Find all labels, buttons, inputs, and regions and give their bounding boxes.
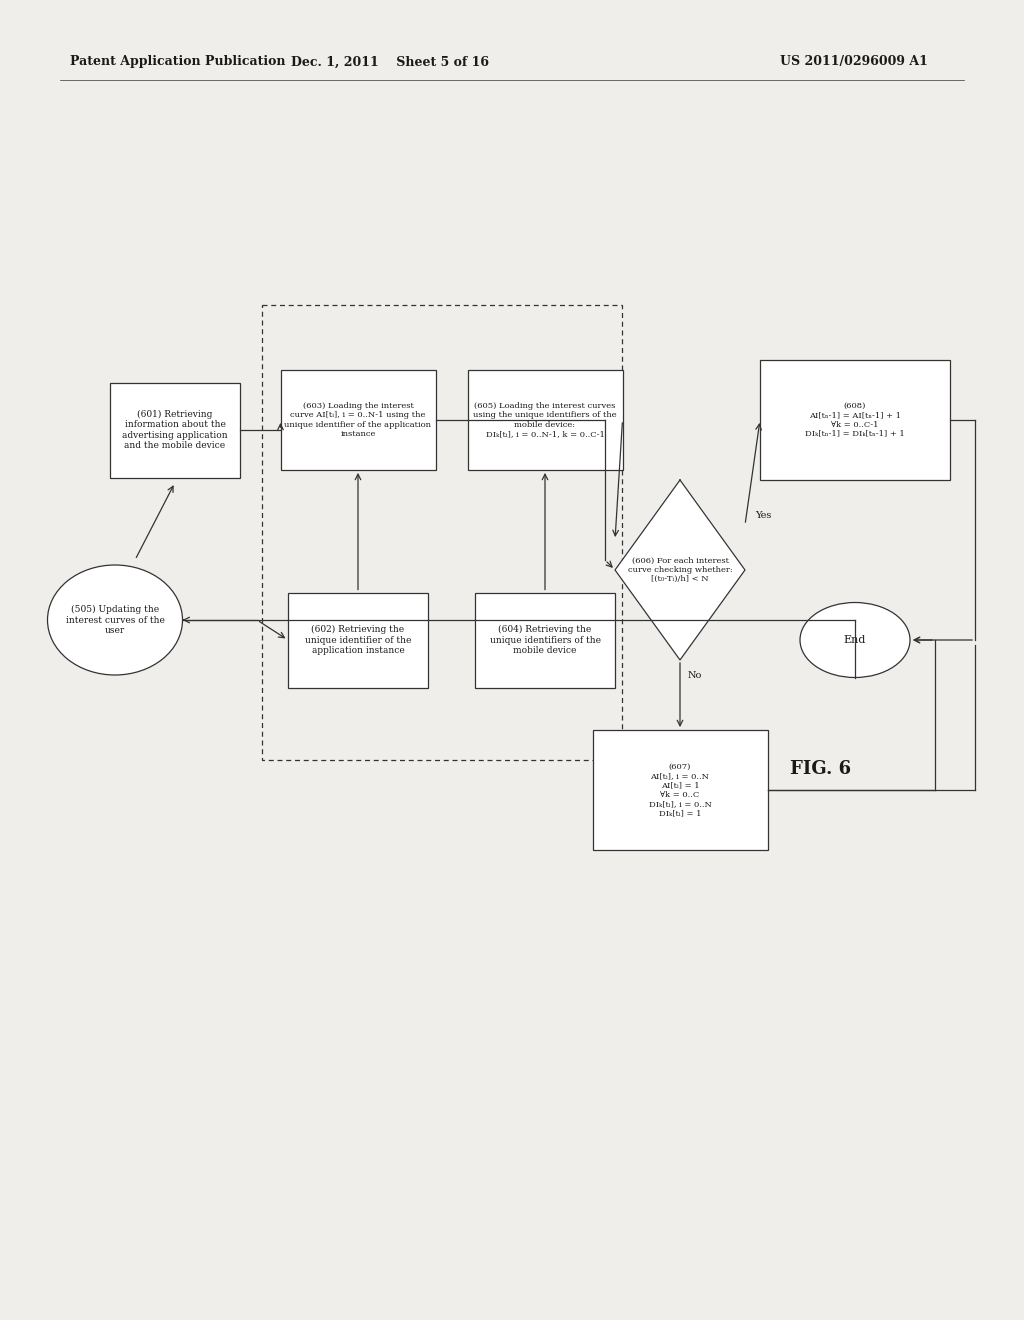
Bar — [262, 305, 622, 760]
Text: US 2011/0296009 A1: US 2011/0296009 A1 — [780, 55, 928, 69]
Text: (607)
AI[tᵢ], i = 0..N
AI[tᵢ] = 1
∀k = 0..C
DIₖ[tᵢ], i = 0..N
DIₖ[tᵢ] = 1: (607) AI[tᵢ], i = 0..N AI[tᵢ] = 1 ∀k = 0… — [648, 763, 712, 817]
Text: Dec. 1, 2011    Sheet 5 of 16: Dec. 1, 2011 Sheet 5 of 16 — [291, 55, 489, 69]
Text: No: No — [688, 671, 702, 680]
Text: FIG. 6: FIG. 6 — [790, 760, 851, 777]
Text: (601) Retrieving
information about the
advertising application
and the mobile de: (601) Retrieving information about the a… — [122, 409, 227, 450]
Text: Patent Application Publication: Patent Application Publication — [70, 55, 286, 69]
Ellipse shape — [47, 565, 182, 675]
Text: (605) Loading the interest curves
using the unique identifiers of the
mobile dev: (605) Loading the interest curves using … — [473, 403, 616, 438]
Bar — [593, 730, 768, 850]
Text: (602) Retrieving the
unique identifier of the
application instance: (602) Retrieving the unique identifier o… — [305, 626, 412, 655]
Bar — [281, 370, 435, 470]
Polygon shape — [615, 480, 745, 660]
Bar — [288, 593, 428, 688]
Bar — [760, 360, 950, 480]
Text: End: End — [844, 635, 866, 645]
Text: Yes: Yes — [755, 511, 771, 520]
Text: (603) Loading the interest
curve AI[tᵢ], i = 0..N-1 using the
unique identifier : (603) Loading the interest curve AI[tᵢ],… — [285, 403, 431, 438]
Ellipse shape — [800, 602, 910, 677]
Text: (505) Updating the
interest curves of the
user: (505) Updating the interest curves of th… — [66, 605, 165, 635]
Text: (604) Retrieving the
unique identifiers of the
mobile device: (604) Retrieving the unique identifiers … — [489, 626, 600, 655]
Text: (606) For each interest
curve checking whether:
[(t₀-Tᵢ)/h] < N: (606) For each interest curve checking w… — [628, 557, 732, 583]
Bar — [110, 383, 240, 478]
Bar — [468, 370, 623, 470]
Text: (608)
AI[tₙ-1] = AI[tₙ-1] + 1
∀k = 0..C-1
DIₖ[tₙ-1] = DIₖ[tₙ-1] + 1: (608) AI[tₙ-1] = AI[tₙ-1] + 1 ∀k = 0..C-… — [805, 403, 905, 438]
Bar — [475, 593, 615, 688]
